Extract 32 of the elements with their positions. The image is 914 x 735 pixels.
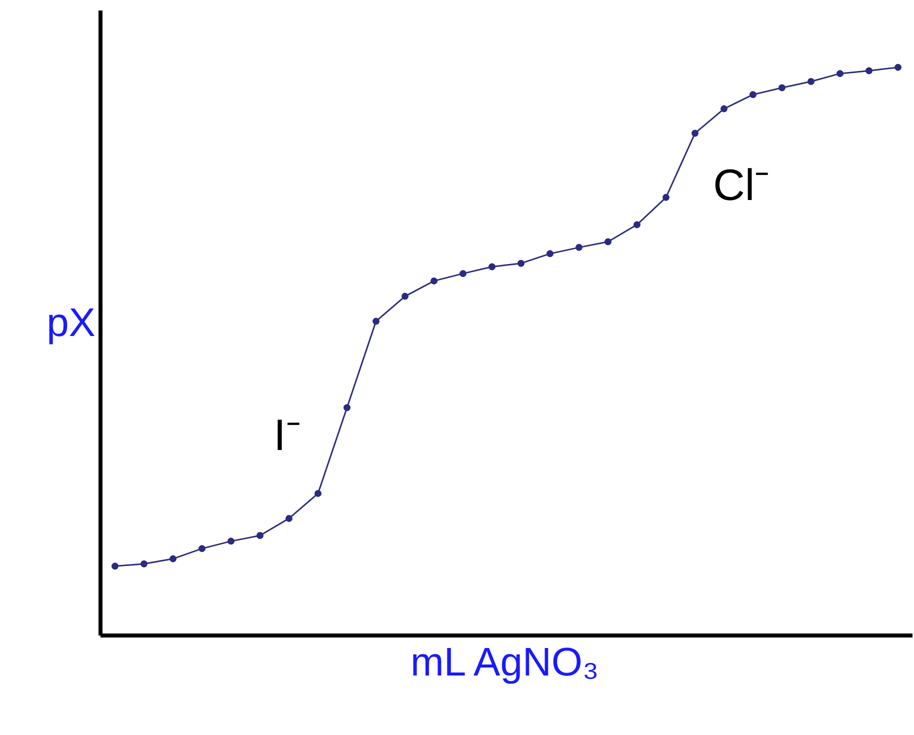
- y-axis-title: pX: [46, 301, 96, 345]
- point: [836, 70, 844, 78]
- point: [518, 260, 524, 267]
- point: [314, 490, 322, 497]
- point: [286, 514, 292, 522]
- point: [808, 78, 814, 86]
- point: [488, 263, 496, 270]
- point: [692, 130, 698, 137]
- point: [604, 238, 612, 246]
- point: [662, 194, 670, 201]
- point: [720, 105, 728, 112]
- x-axis-title: mL AgNO₃: [410, 640, 599, 684]
- annotation: I⁻: [274, 411, 301, 460]
- annotation: Cl⁻: [713, 161, 770, 210]
- point: [170, 555, 176, 562]
- point: [402, 292, 408, 300]
- point: [344, 404, 350, 412]
- point: [198, 545, 206, 552]
- point: [866, 67, 872, 74]
- point: [460, 270, 466, 278]
- point: [546, 250, 554, 258]
- point: [256, 532, 264, 539]
- point: [576, 244, 582, 251]
- point: [228, 538, 234, 545]
- point: [112, 562, 118, 570]
- point: [430, 277, 438, 284]
- point: [778, 84, 786, 92]
- point: [140, 560, 148, 568]
- point: [750, 91, 756, 98]
- point: [372, 318, 380, 325]
- point: [634, 221, 640, 228]
- point: [894, 64, 902, 71]
